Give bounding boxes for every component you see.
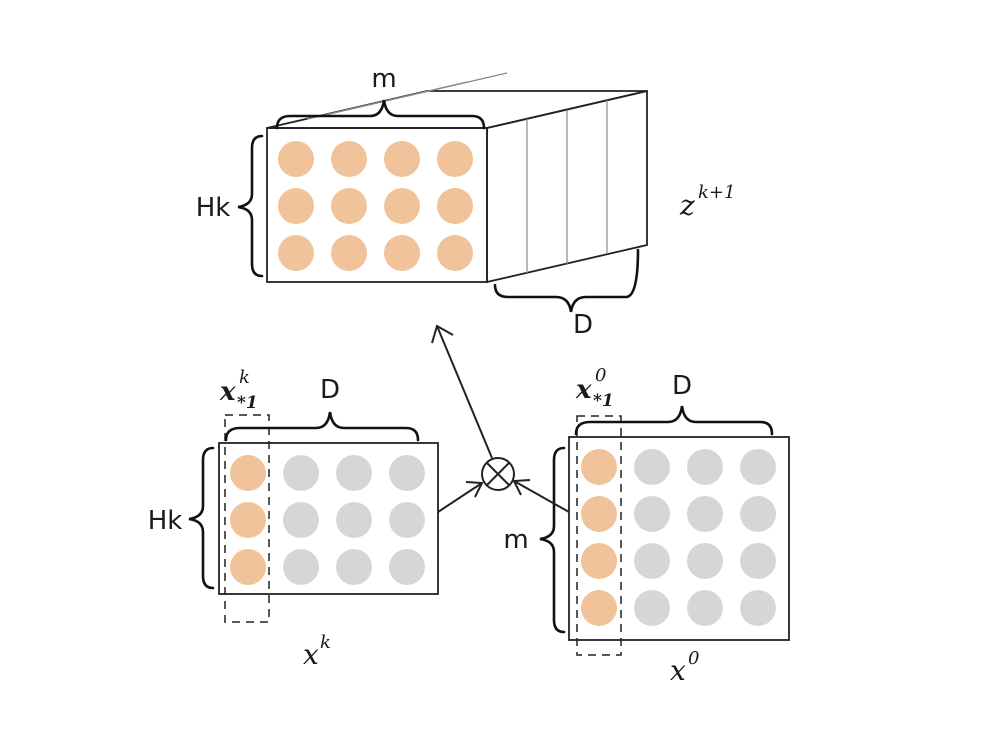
left-matrix-name: x: [303, 638, 319, 671]
right-matrix: x 0 *1 D m x 0: [503, 365, 790, 687]
cell-dot: [336, 502, 372, 538]
left-matrix-width-label: D: [320, 375, 340, 405]
brace-hk-top: [237, 134, 264, 278]
left-column-sup: k: [239, 367, 250, 388]
arrow-op-to-tensor: [436, 325, 493, 459]
cell-dot: [230, 549, 266, 585]
top-tensor-top-face: [266, 90, 648, 129]
cell-dot: [634, 496, 670, 532]
cell-dot: [384, 141, 420, 177]
cell-dot: [283, 502, 319, 538]
cell-dot: [740, 496, 776, 532]
cell-dot: [581, 590, 617, 626]
cell-dot: [687, 496, 723, 532]
cell-dot: [581, 543, 617, 579]
top-tensor: m Hk D z k+1: [196, 64, 736, 340]
top-tensor-superscript: k+1: [698, 182, 735, 203]
right-matrix-height-label: m: [503, 525, 528, 555]
cell-dot: [389, 455, 425, 491]
cell-dot: [278, 188, 314, 224]
right-matrix-width-label: D: [672, 371, 692, 401]
left-matrix: x k *1 D Hk x k: [148, 367, 439, 671]
brace-d-right: [574, 405, 774, 436]
arrow-right-to-op: [513, 480, 570, 513]
cell-dot: [687, 449, 723, 485]
cell-dot: [230, 455, 266, 491]
cell-dot: [740, 543, 776, 579]
right-matrix-cells: [581, 449, 776, 626]
top-tensor-cells: [278, 141, 473, 271]
right-column-sup: 0: [595, 365, 606, 386]
cell-dot: [283, 455, 319, 491]
cell-dot: [389, 502, 425, 538]
cell-dot: [384, 235, 420, 271]
cell-dot: [331, 141, 367, 177]
top-tensor-front-face: [266, 127, 488, 283]
top-tensor-name: z: [679, 189, 695, 222]
right-column-label: x: [575, 375, 592, 405]
outer-product-operator: [431, 324, 570, 513]
arrowhead-right: [512, 479, 531, 496]
otimes-cross: [486, 462, 510, 486]
left-matrix-box: [218, 442, 439, 595]
cell-dot: [437, 141, 473, 177]
cell-dot: [336, 549, 372, 585]
left-column-label: x: [219, 377, 236, 407]
top-tensor-width-label: m: [371, 64, 396, 94]
cell-dot: [278, 141, 314, 177]
cell-dot: [230, 502, 266, 538]
top-tensor-height-label: Hk: [196, 193, 231, 223]
brace-m-top: [275, 99, 486, 130]
left-column-sub: *1: [237, 393, 258, 413]
brace-m-right: [539, 446, 566, 634]
cell-dot: [581, 496, 617, 532]
left-matrix-height-label: Hk: [148, 506, 183, 536]
left-matrix-cells: [230, 455, 425, 585]
cell-dot: [278, 235, 314, 271]
left-column-highlight: [224, 414, 270, 623]
cell-dot: [740, 449, 776, 485]
cell-dot: [581, 449, 617, 485]
cell-dot: [389, 549, 425, 585]
cell-dot: [336, 455, 372, 491]
arrowhead-up: [431, 324, 454, 344]
cell-dot: [437, 235, 473, 271]
cell-dot: [634, 449, 670, 485]
cell-dot: [687, 590, 723, 626]
right-matrix-name: x: [670, 654, 686, 687]
cell-dot: [384, 188, 420, 224]
right-column-sub: *1: [593, 391, 614, 411]
cell-dot: [740, 590, 776, 626]
cell-dot: [331, 188, 367, 224]
right-matrix-box: [568, 436, 790, 641]
top-tensor-depth-label: D: [573, 310, 593, 340]
cell-dot: [437, 188, 473, 224]
right-column-highlight: [576, 415, 622, 656]
cell-dot: [687, 543, 723, 579]
cell-dot: [634, 590, 670, 626]
depth-slice-line: [346, 72, 508, 111]
brace-d-left: [224, 411, 420, 442]
brace-d-top: [493, 248, 640, 313]
brace-hk-left: [188, 446, 215, 590]
cell-dot: [331, 235, 367, 271]
arrowhead-left: [465, 481, 484, 498]
right-matrix-superscript: 0: [688, 648, 699, 669]
cell-dot: [634, 543, 670, 579]
left-matrix-superscript: k: [320, 632, 331, 653]
cell-dot: [283, 549, 319, 585]
arrow-left-to-op: [437, 482, 483, 513]
